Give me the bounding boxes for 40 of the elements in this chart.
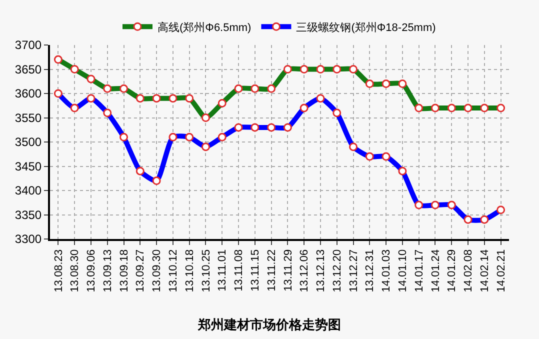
y-tick-label: 3500 xyxy=(14,135,42,150)
y-tick-label: 3600 xyxy=(14,86,42,101)
y-tick-label: 3700 xyxy=(14,38,42,52)
y-tick-label: 3300 xyxy=(14,232,42,246)
x-tick-label: 14.02.21 xyxy=(495,249,508,292)
legend-label: 三级螺纹钢(郑州Φ18-25mm) xyxy=(296,20,436,34)
x-tick-label: 14.02.14 xyxy=(478,249,491,292)
y-tick-label: 3400 xyxy=(14,184,42,198)
x-tick-label: 13.11.15 xyxy=(249,249,262,292)
x-tick-label: 13.10.12 xyxy=(168,249,180,292)
x-tick-label: 13.12.31 xyxy=(364,249,376,292)
x-tick-label: 13.10.25 xyxy=(200,249,212,292)
x-tick-label: 14.01.17 xyxy=(413,249,426,292)
x-tick-label: 14.01.10 xyxy=(397,249,410,292)
x-tick-label: 13.09.13 xyxy=(102,249,114,292)
x-tick-label: 13.12.13 xyxy=(315,249,328,292)
x-tick-label: 13.12.06 xyxy=(298,249,311,292)
y-tick-label: 3350 xyxy=(14,208,42,222)
text: 郑州建材市场价格走势图 xyxy=(197,316,341,332)
x-tick-label: 13.11.22 xyxy=(266,249,278,292)
x-tick-label: 14.01.03 xyxy=(380,249,393,292)
legend-label: 高线(郑州Φ6.5mm) xyxy=(158,20,252,34)
y-tick-label: 3450 xyxy=(14,159,42,174)
x-tick-label: 13.12.27 xyxy=(348,249,360,292)
x-tick-label: 13.08.30 xyxy=(69,249,82,292)
x-tick-label: 13.11.29 xyxy=(282,249,294,292)
x-tick-label: 13.08.23 xyxy=(52,249,65,292)
x-tick-label: 14.01.24 xyxy=(430,249,442,292)
x-tick-label: 14.01.29 xyxy=(446,249,458,292)
x-tick-label: 13.09.27 xyxy=(134,249,147,292)
x-tick-label: 13.09.06 xyxy=(86,249,98,292)
x-tick-label: 13.09.18 xyxy=(118,249,130,292)
x-tick-label: 13.11.08 xyxy=(233,249,246,292)
x-tick-label: 13.12.20 xyxy=(331,249,344,292)
x-tick-label: 13.09.30 xyxy=(151,249,164,292)
y-tick-label: 3550 xyxy=(14,110,42,125)
x-tick-label: 13.10.18 xyxy=(184,249,196,292)
x-tick-label: 13.11.01 xyxy=(216,249,229,292)
y-tick-label: 3650 xyxy=(14,62,42,76)
x-tick-label: 14.02.08 xyxy=(462,249,475,292)
